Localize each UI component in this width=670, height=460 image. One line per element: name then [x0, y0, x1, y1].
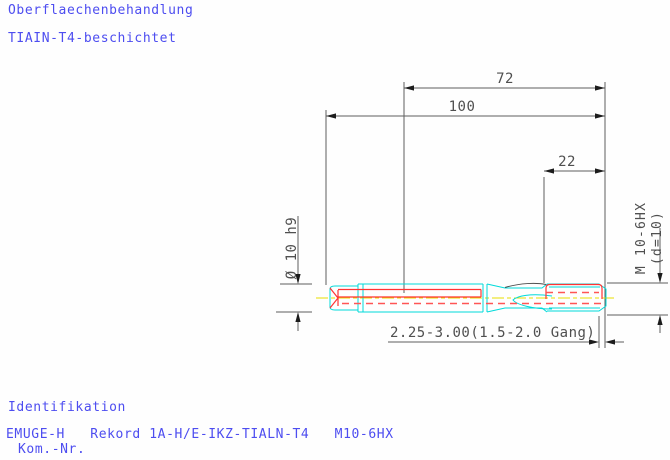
flute-curve — [504, 282, 547, 288]
tool-designation: EMUGE-H Rekord 1A-H/E-IKZ-TIALN-T4 M10-6… — [6, 427, 394, 442]
dim-chamfer-label: 2.25-3.00(1.5-2.0 Gang) — [390, 325, 595, 341]
identification-label: Identifikation — [8, 400, 126, 415]
dimension-arrows — [295, 85, 663, 345]
commission-number-label: Kom.-Nr. — [18, 442, 86, 457]
dim-22-label: 22 — [558, 154, 576, 170]
surface-treatment-label: Oberflaechenbehandlung — [8, 3, 194, 18]
dim-thread-spec-label: M 10-6HX — [634, 202, 649, 274]
dimension-lines — [297, 87, 661, 343]
dim-shank-diameter-label: Ø 10 h9 — [284, 217, 300, 280]
dim-100-label: 100 — [449, 99, 476, 115]
coolant-channel-and-thread-profile — [329, 283, 603, 309]
dim-72-label: 72 — [496, 71, 514, 87]
extension-lines — [276, 82, 668, 348]
coating-label: TIAIN-T4-beschichtet — [8, 31, 177, 46]
dim-thread-spec-sub-label: (d=10) — [650, 211, 665, 265]
thread-core-dashed-lines — [342, 291, 602, 305]
